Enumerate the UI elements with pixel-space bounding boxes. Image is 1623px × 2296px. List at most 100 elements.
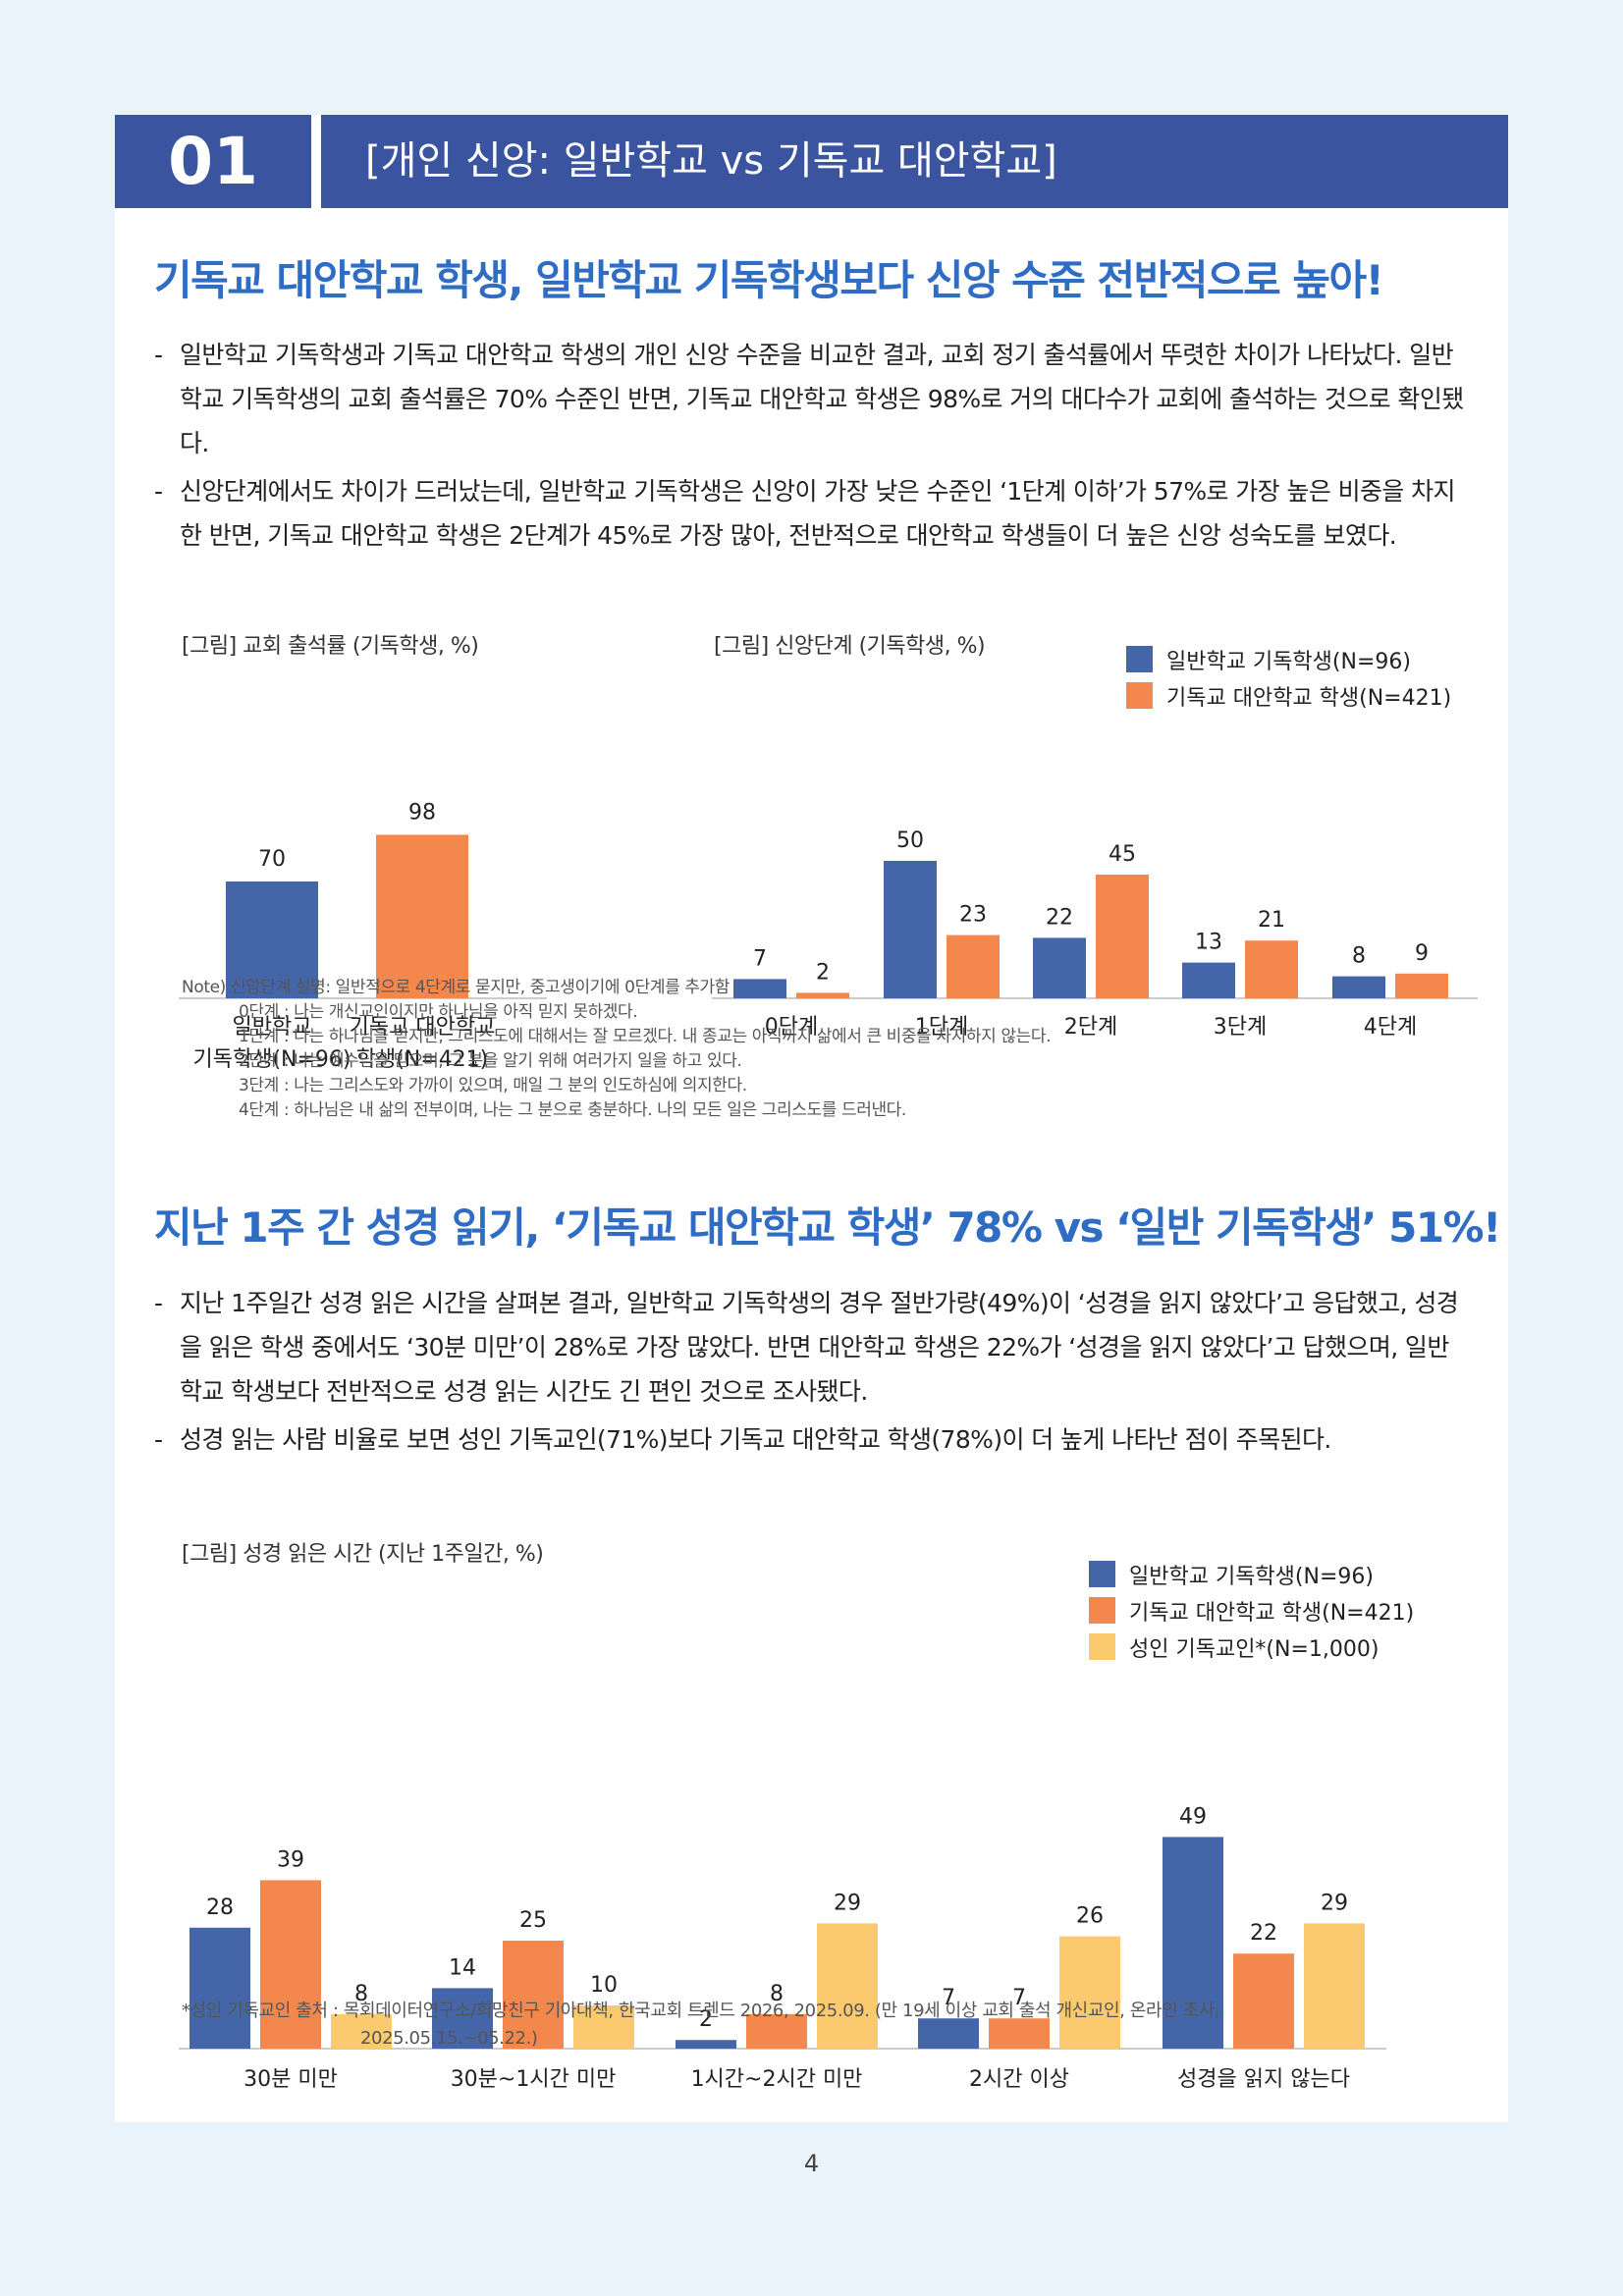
bible-reading-legend: 일반학교 기독학생(N=96) 기독교 대안학교 학생(N=421) 성인 기독… — [1089, 1556, 1414, 1665]
data-label: 39 — [277, 1847, 304, 1872]
data-label: 7 — [942, 1986, 955, 2010]
legend-swatch — [1126, 682, 1153, 709]
bar — [1233, 1953, 1294, 2049]
page-card: 01 [개인 신앙: 일반학교 vs 기독교 대안학교] 기독교 대안학교 학생… — [115, 115, 1508, 2122]
bar — [1245, 940, 1298, 998]
data-label: 2 — [699, 2007, 713, 2032]
bullet-item: - 신앙단계에서도 차이가 드러났는데, 일반학교 기독학생은 신앙이 가장 낮은… — [154, 477, 1456, 550]
legend-label: 기독교 대안학교 학생(N=421) — [1129, 1600, 1415, 1626]
bullet-list-1: - 일반학교 기독학생과 기독교 대안학교 학생의 개인 신앙 수준을 비교한 결… — [154, 333, 1470, 561]
data-label: 9 — [1415, 941, 1429, 966]
data-label: 50 — [896, 828, 924, 853]
data-label: 70 — [258, 847, 286, 872]
figure-1-title: [그림] 교회 출석률 (기독학생, %) — [182, 634, 479, 659]
legend-item: 기독교 대안학교 학생(N=421) — [1089, 1592, 1414, 1629]
bar — [376, 834, 468, 998]
data-label: 2 — [816, 960, 830, 985]
bar — [796, 992, 849, 998]
bar — [1182, 962, 1235, 998]
data-label: 8 — [1352, 944, 1366, 969]
page-number: 4 — [803, 2150, 820, 2177]
category-label: 성경을 읽지 않는다 — [1177, 2067, 1350, 2092]
data-label: 7 — [1012, 1986, 1026, 2010]
category-label: 1시간~2시간 미만 — [691, 2067, 863, 2092]
figure-2-title: [그림] 신앙단계 (기독학생, %) — [714, 634, 986, 659]
note-line: 1단계 : 나는 하나님을 믿지만, 그리스도에 대해서는 잘 모르겠다. 내 … — [239, 1027, 1052, 1046]
bullet-text: 신앙단계에서도 차이가 드러났는데, 일반학교 기독학생은 신앙이 가장 낮은 … — [180, 477, 1456, 550]
data-label: 22 — [1250, 1921, 1277, 1946]
bar — [432, 1988, 493, 2049]
bar — [1163, 1837, 1223, 2049]
category-label: 학생(N=421) — [356, 1047, 489, 1072]
legend-label: 일반학교 기독학생(N=96) — [1129, 1564, 1374, 1589]
faith-stage-chart: 7 2 0단계 50 23 1단계 22 45 2단계 13 21 3단계 8 9 4단계 — [712, 828, 1478, 1040]
bar — [1332, 976, 1385, 998]
bar — [1033, 937, 1086, 998]
data-label: 29 — [834, 1891, 861, 1915]
data-label: 29 — [1321, 1891, 1348, 1915]
category-label: 0단계 — [765, 1015, 818, 1040]
bar — [260, 1880, 321, 2049]
header-divider — [311, 115, 321, 208]
data-label: 8 — [770, 1982, 784, 2006]
note-line: 4단계 : 하나님은 내 삶의 전부이며, 나는 그 분으로 충분하다. 나의 … — [239, 1100, 906, 1120]
bar — [947, 934, 1000, 998]
note-line: 3단계 : 나는 그리스도와 가까이 있으며, 매일 그 분의 인도하심에 의지… — [239, 1076, 747, 1095]
bullet-item: - 일반학교 기독학생과 기독교 대안학교 학생의 개인 신앙 수준을 비교한 결… — [154, 341, 1464, 457]
bullet-list-2: - 지난 1주일간 성경 읽은 시간을 살펴본 결과, 일반학교 기독학생의 경우… — [154, 1281, 1470, 1466]
note-line: Note) 신앙단계 설명: 일반적으로 4단계로 묻지만, 중고생이기에 0단… — [182, 978, 730, 997]
legend-swatch — [1089, 1561, 1115, 1587]
source-note: *성인 기독교인 출처 : 목회데이터연구소/희망친구 기아대책, 한국교회 트… — [182, 1998, 1220, 2053]
data-label: 23 — [959, 903, 987, 928]
data-label: 8 — [354, 1982, 368, 2006]
bullet-text: 일반학교 기독학생과 기독교 대안학교 학생의 개인 신앙 수준을 비교한 결과… — [180, 341, 1464, 457]
data-label: 26 — [1076, 1904, 1104, 1929]
bar — [331, 2013, 392, 2049]
bar — [676, 2040, 736, 2049]
data-label: 10 — [590, 1973, 618, 1998]
data-label: 21 — [1258, 908, 1285, 933]
bar — [989, 2018, 1050, 2049]
category-label: 1단계 — [915, 1015, 968, 1040]
data-label: 25 — [519, 1908, 547, 1933]
category-label: 3단계 — [1214, 1015, 1267, 1040]
bullet-text: 성경 읽는 사람 비율로 보면 성인 기독교인(71%)보다 기독교 대안학교 … — [180, 1425, 1331, 1454]
note-block: Note) 신앙단계 설명: 일반적으로 4단계로 묻지만, 중고생이기에 0단… — [182, 976, 1052, 1123]
data-label: 13 — [1195, 931, 1222, 955]
category-label: 기독학생(N=96) — [192, 1047, 351, 1072]
bar — [1304, 1923, 1365, 2049]
bar — [884, 861, 937, 998]
bar — [1059, 1936, 1120, 2049]
category-label: 2단계 — [1064, 1015, 1117, 1040]
bar — [1395, 973, 1448, 998]
data-label: 14 — [449, 1955, 476, 1980]
legend-label: 기독교 대안학교 학생(N=421) — [1166, 685, 1452, 711]
section-title: [개인 신앙: 일반학교 vs 기독교 대안학교] — [321, 115, 1508, 208]
legend-label: 성인 기독교인*(N=1,000) — [1129, 1636, 1380, 1662]
bar — [1096, 875, 1149, 998]
legend-item: 성인 기독교인*(N=1,000) — [1089, 1629, 1414, 1665]
data-label: 98 — [408, 800, 436, 825]
data-label: 7 — [753, 946, 767, 971]
headline-1: 기독교 대안학교 학생, 일반학교 기독학생보다 신앙 수준 전반적으로 높아! — [154, 256, 1384, 304]
bar — [817, 1923, 878, 2049]
figure-3-title: [그림] 성경 읽은 시간 (지난 1주일간, %) — [182, 1542, 544, 1567]
category-label: 일반학교 — [233, 1015, 312, 1040]
faith-stage-legend: 일반학교 기독학생(N=96) 기독교 대안학교 학생(N=421) — [1126, 641, 1451, 714]
data-label: 22 — [1046, 905, 1073, 930]
legend-item: 일반학교 기독학생(N=96) — [1089, 1556, 1414, 1592]
bar — [746, 2013, 807, 2049]
category-label: 4단계 — [1364, 1015, 1417, 1040]
legend-label: 일반학교 기독학생(N=96) — [1166, 649, 1411, 674]
legend-swatch — [1126, 646, 1153, 672]
data-label: 28 — [206, 1896, 234, 1920]
section-number: 01 — [115, 115, 311, 208]
category-label: 2시간 이상 — [969, 2067, 1069, 2092]
data-label: 45 — [1109, 842, 1136, 867]
bullet-item: - 성경 읽는 사람 비율로 보면 성인 기독교인(71%)보다 기독교 대안학교… — [154, 1425, 1331, 1454]
bar — [733, 979, 786, 998]
bullet-text: 지난 1주일간 성경 읽은 시간을 살펴본 결과, 일반학교 기독학생의 경우 … — [180, 1289, 1459, 1406]
category-label: 기독교 대안학교 — [350, 1015, 496, 1040]
